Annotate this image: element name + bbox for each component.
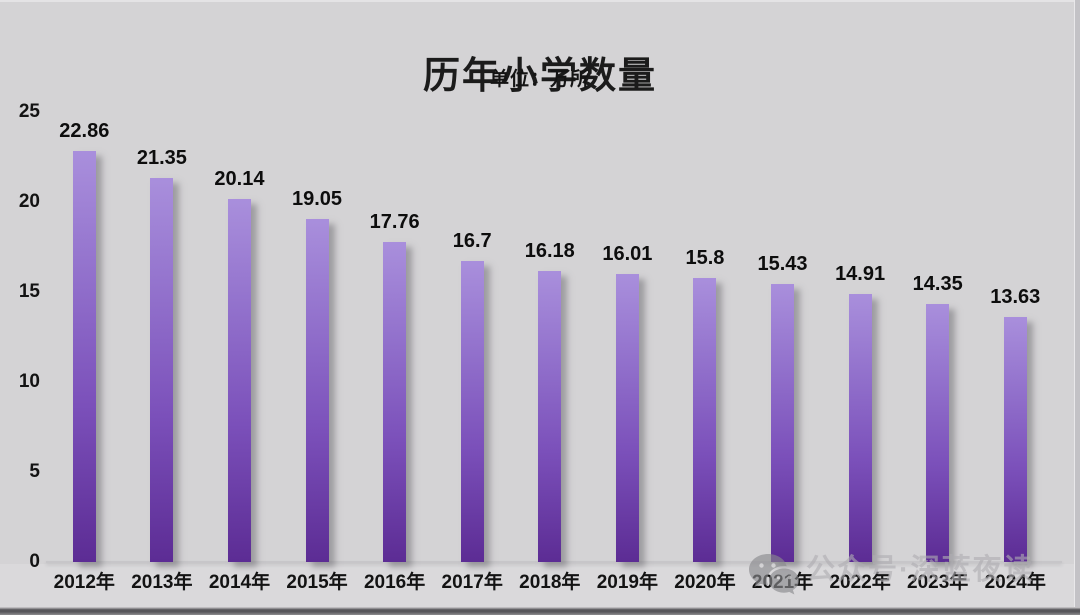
bar-value-label: 20.14 <box>214 168 265 191</box>
chart-title: 历年小学数量 <box>423 54 657 96</box>
x-axis-label: 2012年 <box>53 572 115 593</box>
bar <box>460 261 484 562</box>
x-axis-label: 2021年 <box>751 572 814 593</box>
x-axis-label: 2017年 <box>441 572 503 593</box>
x-axis-label: 2022年 <box>829 572 891 593</box>
frame-top-edge <box>0 0 1080 2</box>
bar-value-label: 14.35 <box>912 272 963 295</box>
bar <box>615 273 639 562</box>
x-axis-label: 2015年 <box>286 572 348 593</box>
bar-value-label: 16.01 <box>602 242 653 265</box>
x-axis-label: 2024年 <box>984 572 1046 593</box>
y-axis-label: 0 <box>29 551 40 572</box>
bar <box>72 150 96 562</box>
y-axis-label: 20 <box>18 191 40 212</box>
x-axis-label: 2018年 <box>519 572 581 593</box>
bar-value-label: 16.18 <box>524 239 575 262</box>
x-axis-label: 2023年 <box>907 572 969 593</box>
y-axis-label: 15 <box>18 281 40 302</box>
bar-value-label: 14.91 <box>835 262 886 285</box>
bar-value-label: 13.63 <box>990 285 1041 308</box>
x-axis-label: 2016年 <box>363 572 426 593</box>
bar <box>848 293 872 562</box>
x-axis-label: 2020年 <box>674 572 736 593</box>
bar-value-label: 22.86 <box>59 119 110 142</box>
bar-value-label: 21.35 <box>136 146 187 169</box>
bar-value-label: 15.43 <box>757 253 808 276</box>
frame-right-edge <box>1074 0 1080 615</box>
bar-value-label: 16.7 <box>452 230 492 253</box>
bar <box>150 177 174 562</box>
bar-value-label: 19.05 <box>292 188 343 211</box>
x-axis-baseline <box>46 561 1062 563</box>
bar <box>538 270 562 562</box>
chart-subtitle: 单位：万所 <box>489 69 590 90</box>
y-axis-label: 10 <box>18 371 40 392</box>
bar <box>305 219 329 562</box>
frame-bottom-edge <box>0 607 1080 615</box>
bar-value-label: 15.8 <box>685 246 725 269</box>
bar <box>383 242 407 562</box>
x-axis-strip <box>0 564 1075 608</box>
x-axis-label: 2019年 <box>596 572 658 593</box>
y-axis-label: 25 <box>18 101 40 122</box>
bar-value-label: 17.76 <box>369 211 420 234</box>
bar <box>1003 316 1027 562</box>
y-axis-label: 5 <box>29 461 40 482</box>
bar <box>693 277 717 562</box>
bar <box>771 284 795 562</box>
x-axis-label: 2014年 <box>208 572 271 593</box>
x-axis-label: 2013年 <box>131 572 193 593</box>
bar <box>227 199 251 562</box>
bar <box>926 303 950 562</box>
